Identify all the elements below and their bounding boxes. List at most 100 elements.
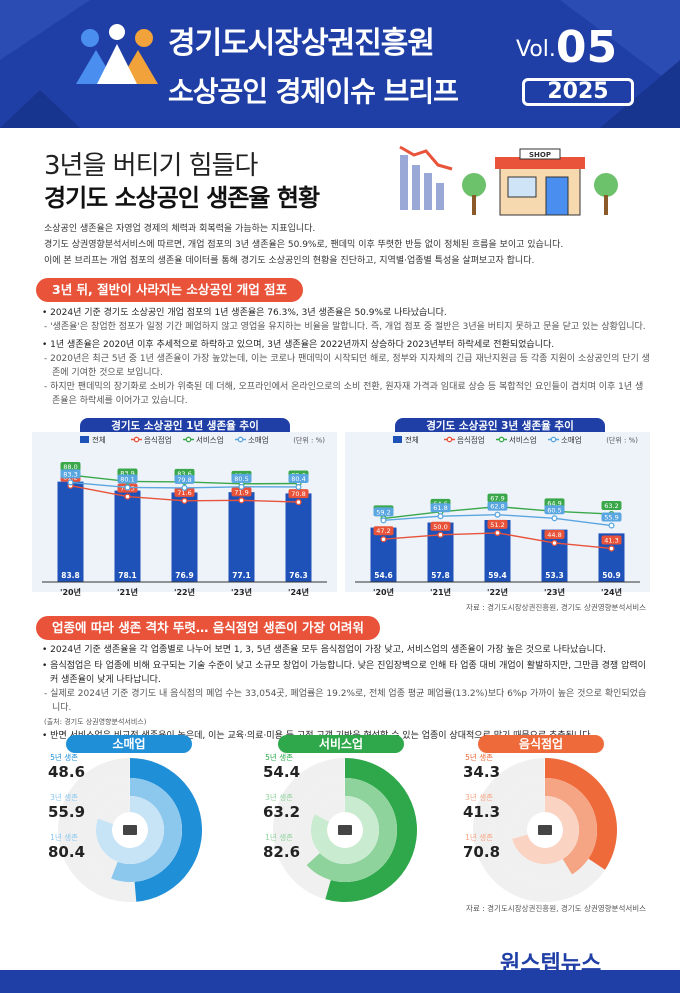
series-point	[238, 497, 245, 504]
section1-note: - 하지만 팬데믹의 장기화로 소비가 위축된 데 더해, 오프라인에서 온라인…	[44, 382, 644, 406]
header-subtitle: 소상공인 경제이슈 브리프	[168, 75, 459, 108]
page-title: 3년을 버티기 힘들다	[44, 151, 258, 181]
legend-label: 소매업	[248, 436, 269, 445]
point-value-label: 79.8	[177, 476, 191, 484]
legend-marker	[185, 436, 192, 443]
point-label-box	[544, 529, 565, 539]
section-heading-2: 업종에 따라 생존 격차 뚜렷… 음식점업 생존이 가장 어려워	[36, 616, 380, 640]
point-label-box	[373, 526, 394, 536]
series-point	[181, 497, 188, 504]
donut-segment	[130, 758, 203, 902]
legend-marker	[446, 436, 453, 443]
series-point	[124, 493, 131, 500]
page-subtitle: 경기도 소상공인 생존율 현황	[44, 184, 320, 212]
shop-illustration: SHOP	[399, 145, 618, 216]
series-point	[551, 515, 558, 522]
x-tick-label: '21년	[430, 587, 451, 597]
donut-label: 1년 생존	[265, 832, 293, 842]
bar	[228, 492, 255, 582]
bar	[114, 490, 141, 582]
series-point	[67, 479, 74, 486]
bar-value-label: 76.3	[289, 571, 308, 580]
legend-marker	[498, 436, 505, 443]
point-label-box	[544, 498, 565, 508]
x-tick-label: '24년	[601, 587, 622, 597]
point-label-box	[288, 489, 309, 499]
intro-paragraph: 소상공인 생존율은 자영업 경제의 체력과 회복력을 가늠하는 지표입니다. 경…	[44, 221, 644, 269]
chart-unit: (단위 : %)	[606, 436, 638, 445]
section1-paragraph: • 1년 생존율은 2020년 이후 추세적으로 하락하고 있으며, 3년 생존…	[42, 340, 555, 350]
bar-value-label: 83.8	[61, 571, 80, 580]
section1-body: • 2024년 기준 경기도 소상공인 개업 점포의 1년 생존율은 76.3%…	[40, 306, 650, 408]
x-tick-label: '21년	[117, 587, 138, 597]
chart2-title: 경기도 소상공인 3년 생존율 추이	[395, 418, 605, 434]
point-value-label: 60.5	[547, 506, 561, 514]
point-value-label: 55.9	[604, 514, 618, 522]
category-icon	[123, 825, 137, 835]
point-label-box	[117, 474, 138, 484]
donut-value: 41.3	[463, 803, 500, 821]
legend-marker	[237, 436, 244, 443]
section2-citation: (출처: 경기도 상권영향분석서비스)	[44, 718, 147, 726]
section-heading-1: 3년 뒤, 절반이 사라지는 소상공인 개업 점포	[36, 278, 304, 302]
section1-paragraph: • 2024년 기준 경기도 소상공인 개업 점포의 1년 생존율은 76.3%…	[42, 308, 447, 318]
legend-marker	[550, 436, 557, 443]
donut-segment	[111, 778, 183, 882]
section1-note: - 2020년은 최근 5년 중 1년 생존율이 가장 높았는데, 이는 코로나…	[44, 354, 650, 378]
legend-label: 음식점업	[457, 435, 485, 445]
series-point	[238, 483, 245, 490]
donut-value: 80.4	[48, 843, 85, 861]
bar-value-label: 76.9	[175, 571, 194, 580]
section2-note: - 실제로 2024년 기준 경기도 내 음식점의 폐업 수는 33,054곳,…	[44, 689, 647, 713]
donut-label: 5년 생존	[265, 752, 293, 762]
chart1-title: 경기도 소상공인 1년 생존율 추이	[80, 418, 290, 434]
point-value-label: 71.6	[177, 489, 191, 497]
donut-label: 1년 생존	[50, 832, 78, 842]
point-label-box	[231, 487, 252, 497]
point-value-label: 88.0	[63, 463, 77, 471]
bar-value-label: 53.3	[545, 571, 564, 580]
intro-line: 소상공인 생존율은 자영업 경제의 체력과 회복력을 가늠하는 지표입니다.	[44, 224, 316, 234]
series-point	[608, 545, 615, 552]
series-point	[551, 539, 558, 547]
point-value-label: 59.2	[376, 508, 390, 516]
chart2-3yr-survival: 전체 음식점업 서비스업 소매업 (단위 : %) 54.6 57.8 59.4 53.3 50.…	[345, 432, 650, 597]
donut-segment	[306, 778, 397, 882]
point-value-label: 71.9	[234, 488, 248, 496]
legend-label: 소매업	[561, 436, 582, 445]
point-value-label: 61.8	[433, 504, 447, 512]
point-label-box	[601, 535, 622, 545]
legend-label: 서비스업	[196, 436, 224, 445]
donut-segment	[325, 758, 417, 902]
point-label-box	[601, 512, 622, 522]
category-icon	[338, 825, 352, 835]
series-point	[437, 531, 444, 538]
point-label-box	[174, 487, 195, 497]
x-tick-label: '23년	[544, 587, 565, 597]
point-value-label: 47.2	[376, 527, 390, 535]
donut-value: 54.4	[263, 763, 300, 781]
donut-value: 63.2	[263, 803, 300, 821]
point-label-box	[487, 501, 508, 511]
point-value-label: 80.5	[234, 475, 248, 483]
point-label-box	[288, 473, 309, 483]
volume-prefix: Vol.	[516, 37, 556, 62]
series-point	[295, 499, 302, 506]
chart-source: 자료 : 경기도시장상권진흥원, 경기도 상권영향분석서비스	[466, 603, 647, 612]
legend-swatch	[393, 436, 402, 443]
donut-value: 48.6	[48, 763, 85, 781]
donut-segment	[545, 758, 618, 870]
point-value-label: 83.6	[177, 470, 191, 478]
point-value-label: 64.9	[547, 499, 561, 507]
point-label-box	[231, 473, 252, 483]
bar-value-label: 59.4	[488, 571, 507, 580]
bar-value-label: 54.6	[374, 571, 393, 580]
category-icon	[538, 825, 552, 835]
shop-sign: SHOP	[529, 151, 551, 159]
point-value-label: 62.8	[490, 503, 504, 511]
point-value-label: 80.1	[120, 475, 134, 483]
bar	[57, 481, 84, 582]
chart1-1yr-survival: 전체 음식점업 서비스업 소매업 (단위 : %) 83.8 78.1 76.9 77.1 76.…	[32, 432, 337, 597]
donut-label: 3년 생존	[265, 792, 293, 802]
legend-label: 음식점업	[144, 435, 172, 445]
